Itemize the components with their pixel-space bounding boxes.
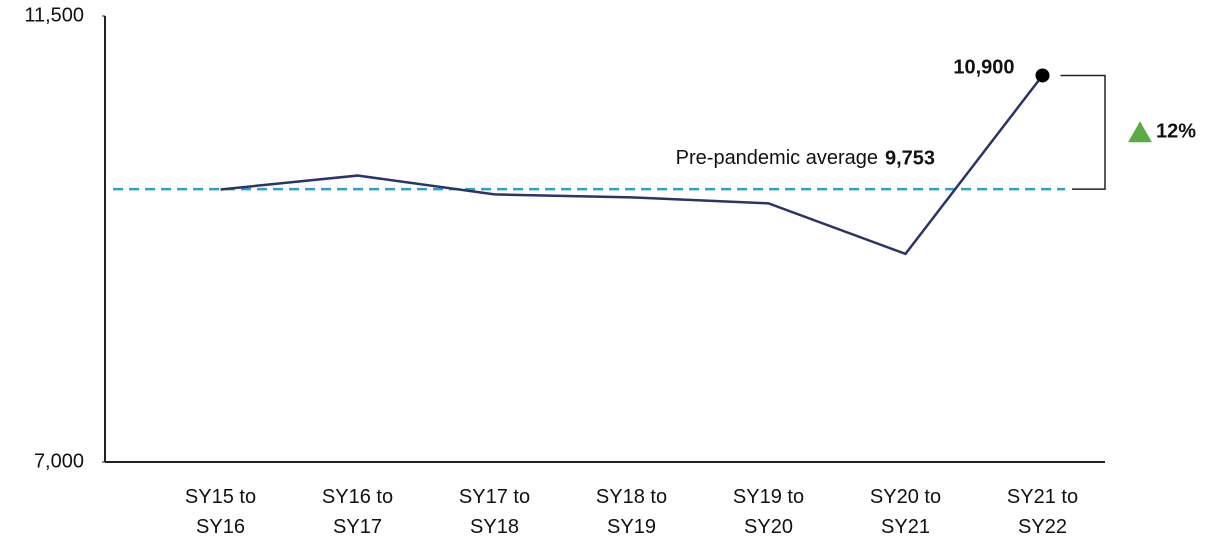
- x-tick-label: SY17 to SY18: [458, 486, 531, 538]
- y-tick-label: 11,500: [24, 4, 84, 26]
- reference-text: Pre-pandemic average: [676, 147, 878, 169]
- reference-value: 9,753: [885, 147, 935, 169]
- reference-label: Pre-pandemic average: [676, 147, 878, 169]
- line: [220, 74, 1044, 256]
- y-tick-label: 7,000: [34, 450, 84, 472]
- x-tick-label: SY19 to SY20: [732, 486, 805, 538]
- point: [1035, 68, 1050, 83]
- x-tick-label: SY16 to SY17: [321, 486, 394, 538]
- x-tick-label: SY21 to SY22: [1006, 486, 1079, 538]
- x-tick-label: SY20 to SY21: [869, 486, 942, 538]
- change-label: 12%: [1156, 121, 1196, 143]
- bracket: [1060, 74, 1106, 190]
- data-label: 10,900: [953, 57, 1014, 79]
- x-tick-label: SY18 to SY19: [595, 486, 668, 538]
- x-tick-label: SY15 to SY16: [184, 486, 257, 538]
- change-icon: [1128, 121, 1152, 143]
